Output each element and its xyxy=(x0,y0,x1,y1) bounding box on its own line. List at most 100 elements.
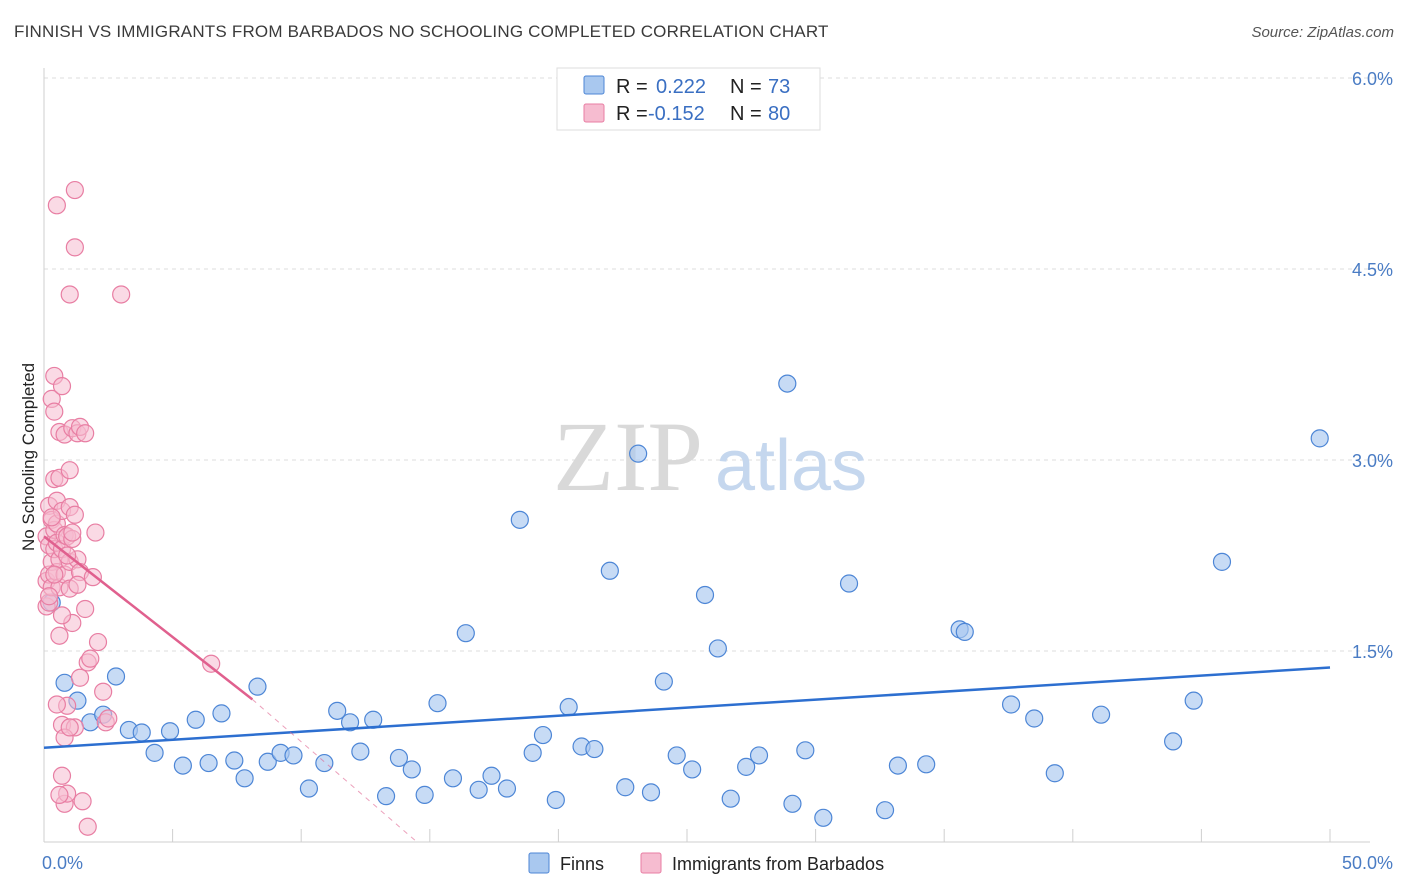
finns-point xyxy=(235,769,254,788)
finns-n-label: N = xyxy=(730,76,762,98)
barbados-point xyxy=(202,654,221,673)
finns-point xyxy=(351,742,370,761)
barbados-point xyxy=(76,599,95,619)
barbados-point xyxy=(45,402,64,421)
finns-point xyxy=(199,753,218,773)
barbados-trend-line xyxy=(43,535,254,701)
barbados-series-swatch xyxy=(640,852,662,874)
finns-point xyxy=(340,713,360,732)
barbados-point xyxy=(52,606,72,625)
finns-point xyxy=(1212,552,1232,571)
finns-point xyxy=(315,753,334,773)
finns-point xyxy=(456,624,475,643)
finns-point xyxy=(173,756,192,775)
finns-trend-line xyxy=(43,666,1331,750)
barbados-point xyxy=(78,817,97,836)
finns-point xyxy=(683,760,702,779)
barbados-n-label: N = xyxy=(730,103,762,125)
watermark-zip: ZIP xyxy=(553,401,703,512)
grid-lines xyxy=(44,77,1394,652)
finns-point xyxy=(482,766,501,785)
finns-r-label: R = xyxy=(616,76,648,98)
finns-point xyxy=(533,725,553,745)
trend-lines xyxy=(43,535,1331,843)
finns-point xyxy=(708,639,727,658)
finns-point xyxy=(629,444,648,463)
finns-point xyxy=(955,622,974,642)
barbados-point xyxy=(52,766,72,785)
finns-point xyxy=(106,667,126,686)
barbados-point xyxy=(88,632,108,652)
barbados-r-label: R = xyxy=(616,103,648,125)
barbados-point xyxy=(63,523,82,542)
y-tick-label: 4.5% xyxy=(1352,260,1393,280)
barbados-point xyxy=(65,238,84,257)
axes xyxy=(43,68,1370,843)
finns-point xyxy=(389,748,409,768)
stats-legend: R = 0.222 N = 73 R = -0.152 N = 80 xyxy=(556,67,821,131)
barbados-point xyxy=(68,575,87,594)
finns-point xyxy=(839,574,859,593)
barbados-point xyxy=(81,649,100,668)
finns-point xyxy=(796,741,815,760)
barbados-point xyxy=(112,285,131,304)
finns-point xyxy=(654,672,673,691)
finns-r-value: 0.222 xyxy=(656,76,706,98)
barbados-r-value: -0.152 xyxy=(648,103,705,125)
finns-point xyxy=(1091,705,1111,724)
finns-series-label: Finns xyxy=(560,854,604,874)
finns-point xyxy=(225,751,244,770)
barbados-points xyxy=(37,180,221,836)
barbados-point xyxy=(60,461,79,480)
finns-point xyxy=(600,561,619,580)
finns-point xyxy=(132,723,151,742)
finns-point xyxy=(1184,691,1203,710)
finns-legend-swatch xyxy=(583,75,605,95)
barbados-point xyxy=(94,682,113,701)
y-axis-label: No Schooling Completed xyxy=(19,363,38,551)
finns-series-swatch xyxy=(528,852,550,874)
barbados-point xyxy=(40,587,59,606)
finns-point xyxy=(469,780,488,799)
barbados-point xyxy=(60,718,79,737)
series-legend: Finns Immigrants from Barbados xyxy=(528,852,884,874)
finns-point xyxy=(376,787,396,806)
finns-point xyxy=(641,783,661,802)
watermark-atlas: atlas xyxy=(715,426,867,506)
barbados-point xyxy=(83,568,102,587)
finns-point xyxy=(1164,732,1183,751)
finns-point xyxy=(1001,695,1021,714)
barbados-point xyxy=(50,785,69,804)
finns-point xyxy=(814,808,833,827)
barbados-point xyxy=(86,523,105,542)
finns-point xyxy=(248,677,267,696)
y-tick-labels: 1.5% 3.0% 4.5% 6.0% xyxy=(1352,69,1393,662)
chart-title: FINNISH VS IMMIGRANTS FROM BARBADOS NO S… xyxy=(14,22,829,41)
x-tick-label-max: 50.0% xyxy=(1342,853,1393,873)
finns-point xyxy=(721,789,740,808)
y-tick-label: 3.0% xyxy=(1352,451,1393,471)
finns-point xyxy=(55,673,74,692)
barbados-point xyxy=(60,285,79,304)
finns-point xyxy=(749,746,769,765)
barbados-point xyxy=(47,695,66,714)
x-tick-label-min: 0.0% xyxy=(42,853,83,873)
barbados-point xyxy=(65,180,84,200)
finns-point xyxy=(875,801,895,820)
finns-point xyxy=(428,694,447,713)
y-tick-label: 1.5% xyxy=(1352,642,1393,662)
finns-point xyxy=(497,779,517,798)
finns-point xyxy=(299,779,319,798)
finns-point xyxy=(667,746,686,765)
finns-point xyxy=(1310,429,1329,448)
finns-point xyxy=(695,585,715,605)
barbados-point xyxy=(50,626,69,645)
finns-point xyxy=(546,790,565,810)
barbados-legend-swatch xyxy=(583,103,605,123)
finns-point xyxy=(284,746,303,765)
finns-point xyxy=(888,756,908,775)
finns-point xyxy=(415,785,434,804)
finns-point xyxy=(145,743,164,762)
finns-point xyxy=(616,778,635,797)
